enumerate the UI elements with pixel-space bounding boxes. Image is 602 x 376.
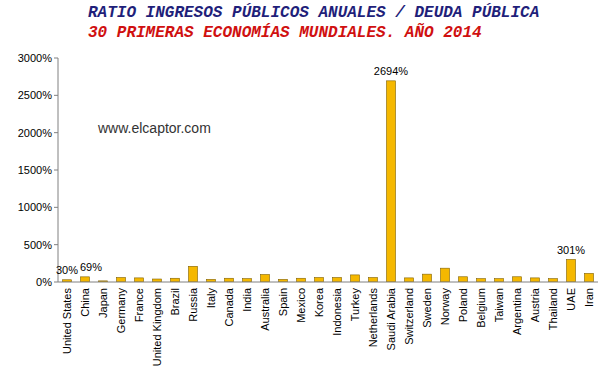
- data-label: 30%: [56, 264, 78, 276]
- y-tick-label: 2000%: [18, 127, 52, 139]
- x-tick-label: Belgium: [475, 288, 487, 328]
- bar: [297, 278, 306, 282]
- x-tick-label: Germany: [115, 288, 127, 334]
- x-tick-label: Spain: [277, 288, 289, 316]
- x-tick-label: Turkey: [349, 288, 361, 322]
- bar: [333, 278, 342, 282]
- bar: [513, 277, 522, 282]
- bar: [441, 268, 450, 282]
- x-tick-label: Japan: [97, 288, 109, 318]
- x-tick-label: Thailand: [547, 288, 559, 330]
- y-tick: [54, 170, 58, 171]
- bar: [387, 81, 396, 282]
- x-tick-label: Iran: [583, 288, 595, 307]
- bar: [225, 278, 234, 282]
- x-tick-label: Switzerland: [403, 288, 415, 345]
- y-tick: [54, 207, 58, 208]
- x-tick-label: Korea: [313, 287, 325, 317]
- x-tick-label: Norway: [439, 288, 451, 326]
- data-label: 2694%: [374, 65, 408, 77]
- y-tick: [54, 244, 58, 245]
- x-tick-label: Russia: [187, 287, 199, 322]
- x-tick-label: Sweden: [421, 288, 433, 328]
- bar: [81, 277, 90, 282]
- annotation: www.elcaptor.com: [97, 120, 211, 136]
- y-tick-label: 3000%: [18, 52, 52, 64]
- bar: [405, 278, 414, 282]
- bar: [189, 266, 198, 282]
- x-tick-label: Brazil: [169, 288, 181, 316]
- x-tick-label: Italy: [205, 288, 217, 309]
- x-tick-label: Indonesia: [331, 287, 343, 336]
- bar: [423, 274, 432, 282]
- y-tick: [54, 58, 58, 59]
- x-tick-label: Canada: [223, 287, 235, 326]
- y-tick-label: 0%: [36, 276, 52, 288]
- x-tick-label: Austria: [529, 287, 541, 322]
- x-tick-label: Australia: [259, 287, 271, 331]
- bar: [171, 278, 180, 282]
- bar: [585, 273, 594, 282]
- x-tick-label: Saudi Arabia: [385, 287, 397, 350]
- y-tick-label: 1000%: [18, 201, 52, 213]
- x-tick-label: Netherlands: [367, 288, 379, 348]
- data-label: 69%: [80, 261, 102, 273]
- bar: [135, 278, 144, 282]
- bar: [351, 275, 360, 282]
- bar: [459, 277, 468, 282]
- y-tick: [54, 282, 58, 283]
- x-tick-label: Mexico: [295, 288, 307, 323]
- bar: [567, 260, 576, 282]
- x-tick-label: France: [133, 288, 145, 322]
- x-tick-label: China: [79, 287, 91, 317]
- x-tick-label: Argentina: [511, 287, 523, 335]
- y-tick: [54, 95, 58, 96]
- x-tick-label: India: [241, 287, 253, 312]
- bar: [495, 279, 504, 282]
- bar: [117, 278, 126, 282]
- bar: [243, 279, 252, 282]
- bar: [315, 278, 324, 282]
- bar: [477, 279, 486, 282]
- bar: [531, 278, 540, 282]
- x-tick-label: UAE: [565, 288, 577, 311]
- x-tick-label: Taiwan: [493, 288, 505, 322]
- bars: [63, 81, 594, 282]
- x-axis: [58, 282, 598, 283]
- x-tick-label: United Kingdom: [151, 288, 163, 366]
- y-tick-label: 500%: [24, 239, 52, 251]
- subtitle: 30 PRIMERAS ECONOMÍAS MUNDIALES. AÑO 201…: [88, 22, 482, 42]
- title: RATIO INGRESOS PÚBLICOS ANUALES / DEUDA …: [88, 3, 539, 22]
- data-label: 301%: [557, 244, 585, 256]
- bar: [369, 278, 378, 282]
- bar: [261, 275, 270, 282]
- y-tick: [54, 132, 58, 133]
- y-tick-label: 2500%: [18, 89, 52, 101]
- y-tick-label: 1500%: [18, 164, 52, 176]
- x-tick-label: United States: [61, 288, 73, 355]
- y-axis: [58, 58, 59, 282]
- bar: [549, 279, 558, 282]
- chart: RATIO INGRESOS PÚBLICOS ANUALES / DEUDA …: [0, 0, 602, 376]
- x-tick-label: Poland: [457, 288, 469, 322]
